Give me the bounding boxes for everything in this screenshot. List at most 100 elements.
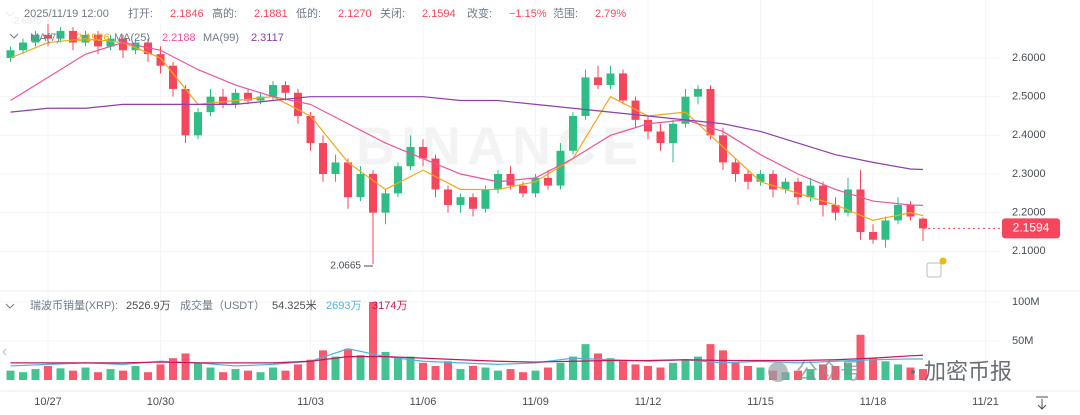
candle-body (731, 162, 740, 174)
ma-legend-name: MA(99) (203, 32, 239, 44)
volume-bar (881, 361, 890, 380)
volume-bar (394, 358, 402, 380)
candle-body (919, 218, 927, 229)
candle-body (906, 204, 915, 217)
y-tick-label: 2.2000 (1012, 207, 1046, 219)
volume-bar (169, 358, 177, 380)
scroll-left[interactable] (2, 348, 7, 356)
footer-mark-right: 加密币报 (924, 359, 1012, 384)
candle-body (806, 185, 815, 198)
y-tick-label: 2.3000 (1012, 168, 1046, 180)
candle-body (69, 30, 77, 43)
volume-bar (381, 351, 390, 380)
ma-legend-name: MA(25) (114, 32, 150, 44)
volume-bar (206, 367, 215, 380)
volume-bar (219, 372, 227, 380)
volume-bar (194, 362, 202, 380)
candle-body (444, 189, 452, 205)
candle-body (456, 197, 465, 205)
x-tick-label: 11/03 (297, 396, 324, 408)
volume-bar (644, 365, 652, 380)
x-tick-label: 10/30 (147, 396, 175, 408)
watermark: BINANCE (356, 116, 644, 176)
volume-bar (819, 364, 827, 380)
volume-bar (556, 362, 565, 380)
volume-bar (406, 356, 415, 380)
candle-body (531, 177, 540, 194)
alert-icon[interactable] (926, 262, 942, 278)
volume-bar (569, 356, 577, 380)
x-tick-label: 11/18 (860, 396, 887, 408)
candle-body (181, 88, 190, 136)
volume-bar (281, 370, 290, 380)
candle-body (31, 34, 40, 43)
volume-bar (894, 364, 902, 380)
volume-bar (269, 367, 277, 380)
candle-body (244, 92, 252, 101)
wechat-icon (768, 362, 788, 382)
volume-bar (306, 359, 315, 380)
candle-body (294, 92, 302, 116)
volume-bar (244, 370, 252, 380)
volume-ma-line (10, 348, 924, 367)
candle-body (594, 77, 602, 86)
info-value: 2.1270 (338, 8, 372, 20)
info-label: 范围: (553, 6, 578, 20)
volume-bar (856, 334, 865, 380)
volume-label: 成交量（USDT） (180, 298, 265, 312)
volume-bar (231, 369, 240, 380)
volume-label: 瑞波币销量(XRP): (30, 298, 118, 312)
volume-bar (744, 365, 752, 380)
info-label: 高的: (212, 6, 237, 20)
candle-body (194, 112, 202, 136)
volume-bar (919, 369, 927, 380)
info-label: 打开: (128, 6, 153, 20)
volume-bar (494, 370, 502, 380)
candle-body (406, 146, 415, 167)
volume-bar (844, 362, 852, 380)
volume-bar (519, 372, 527, 380)
volume-bar (806, 369, 815, 380)
volume-bar (81, 367, 90, 380)
y-tick-label: 2.1000 (1012, 245, 1046, 257)
volume-bar (444, 361, 452, 380)
volume-bar (331, 356, 340, 380)
info-value: 2.79% (595, 8, 626, 20)
candle-body (394, 166, 402, 194)
candle-body (819, 185, 827, 205)
candle-body (231, 92, 240, 105)
candle-body (506, 174, 515, 186)
ma-line (10, 96, 924, 171)
volume-bar (156, 364, 165, 380)
info-label: 关闭: (380, 6, 405, 20)
candle-body (719, 135, 727, 163)
volume-bar (481, 367, 490, 380)
volume-bar (694, 356, 702, 380)
candle-body (681, 96, 690, 124)
footer-dot (911, 370, 915, 374)
volume-tick-label: 100M (1012, 296, 1040, 308)
volume-ma-value: 3174万 (372, 300, 407, 312)
candle-body (619, 73, 627, 101)
candle-body (519, 185, 527, 194)
volume-bar (656, 367, 665, 380)
volume-bar (544, 367, 552, 380)
candle-body (894, 204, 902, 221)
collapse-icon[interactable] (5, 303, 15, 309)
candle-body (781, 181, 790, 190)
volume-bar (356, 355, 365, 380)
timestamp: 2025/11/19 12:00 (24, 8, 109, 20)
x-tick-label: 11/21 (972, 396, 999, 408)
volume-bar (144, 372, 152, 380)
candle-body (131, 42, 140, 51)
settings-icon[interactable] (1036, 396, 1048, 410)
volume-bar (756, 367, 765, 380)
volume-bar (469, 365, 477, 380)
volume-bar (719, 350, 727, 380)
volume-bar (681, 359, 690, 380)
volume-bar (6, 370, 15, 380)
volume-bar (794, 370, 802, 380)
volume-bar (56, 368, 65, 380)
volume-bar (594, 353, 602, 380)
